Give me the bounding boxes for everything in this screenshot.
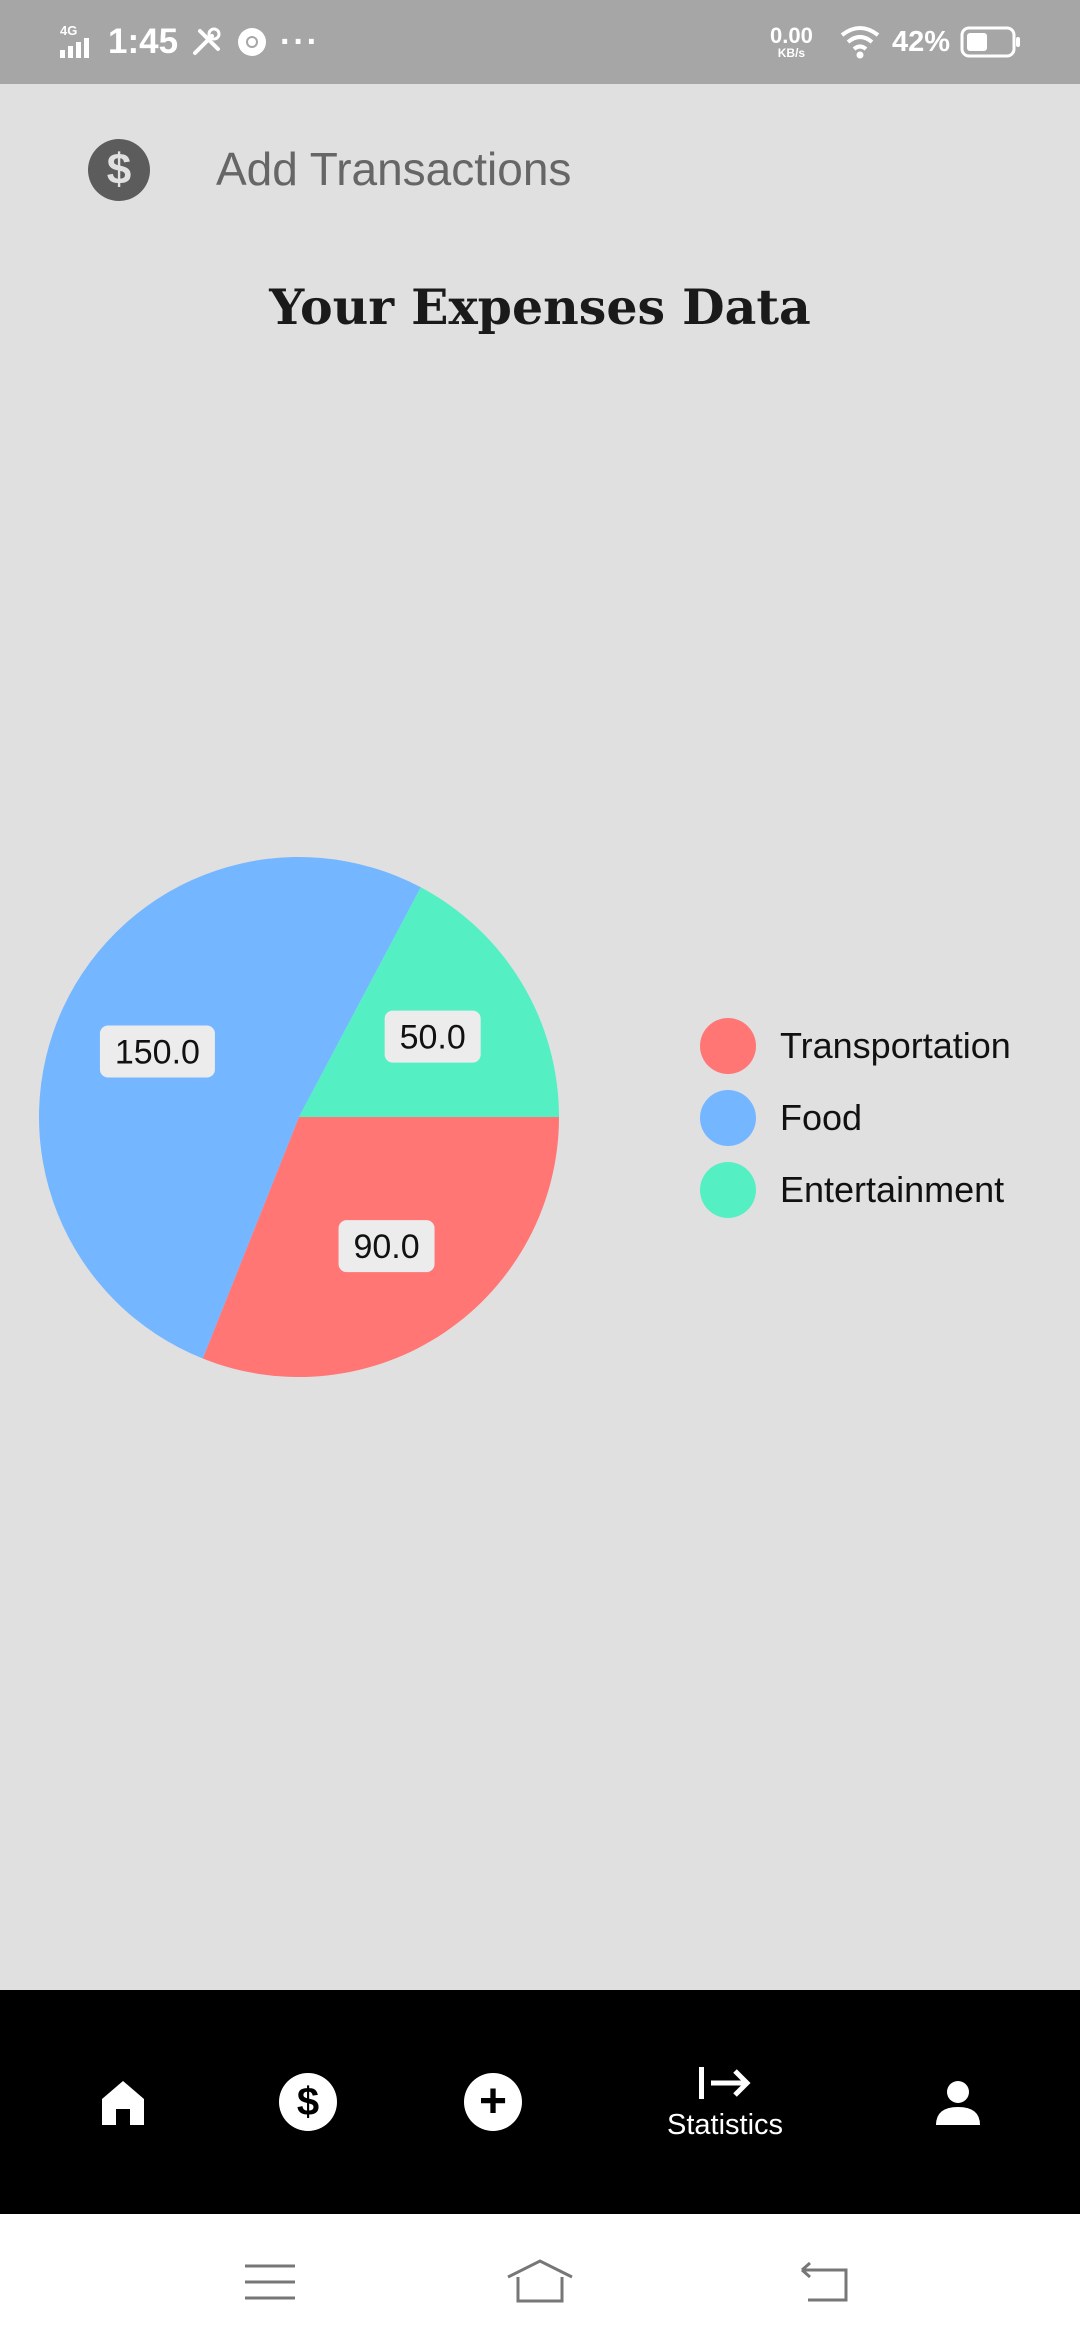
legend-label: Food [780,1097,863,1138]
home-icon [102,2081,144,2125]
home-outline-icon[interactable] [500,2252,580,2312]
legend-label: Entertainment [780,1169,1005,1210]
more-notifications-icon: ··· [280,22,320,61]
legend-item-food: Food [700,1082,1060,1154]
legend-item-transportation: Transportation [700,1010,1060,1082]
status-bar: 4G 1:45 ··· 0.00 KB/s 42% [0,0,1080,84]
arrow-right-bar-icon [699,2066,751,2099]
pie-value-label-entertainment: 50.0 [384,1010,481,1063]
legend-label: Transportation [780,1025,1011,1066]
svg-text:50.0: 50.0 [400,1019,466,1057]
nav-statistics-label: Statistics [666,2108,784,2141]
svg-text:90.0: 90.0 [353,1228,419,1266]
expenses-pie-chart: 90.0 150.0 50.0 [38,856,559,1377]
pie-value-label-transportation: 90.0 [338,1220,435,1273]
speed-value: 0.00 [770,23,813,48]
bottom-navigation: $ + Statistics [0,1990,1080,2214]
dollar-circle-icon[interactable]: $ [88,139,150,201]
legend-swatch [700,1090,756,1146]
dollar-circle-icon: $ [279,2073,337,2131]
pie-slice-entertainment[interactable] [299,887,559,1117]
nav-statistics[interactable]: Statistics [640,1990,810,2214]
nav-profile[interactable] [918,1990,998,2214]
nav-home[interactable] [83,1990,163,2214]
app-bar-title: Add Transactions [216,143,572,195]
legend-item-entertainment: Entertainment [700,1154,1060,1226]
chrome-icon [236,0,268,84]
signal-4g-icon: 4G [58,0,98,84]
person-icon [936,2081,980,2125]
battery-icon [960,0,1022,84]
pie-value-label-food: 150.0 [99,1025,215,1078]
system-navigation [0,2214,1080,2340]
tools-icon [190,0,224,84]
network-speed: 0.00 KB/s [770,0,813,84]
chart-legend: Transportation Food Entertainment [700,1010,1060,1226]
back-icon[interactable] [784,2252,864,2312]
legend-swatch [700,1162,756,1218]
page-title: Your Expenses Data [269,278,811,336]
nav-add[interactable]: + [453,1990,533,2214]
battery-percent: 42% [892,25,951,58]
clock: 1:45 [108,22,179,61]
svg-text:150.0: 150.0 [115,1033,200,1071]
add-circle-icon: + [464,2073,522,2131]
menu-icon[interactable] [230,2252,310,2312]
legend-swatch [700,1018,756,1074]
network-type-label: 4G [60,23,77,38]
app-bar: $ Add Transactions [0,84,1080,254]
speed-unit: KB/s [777,46,806,60]
wifi-icon [840,0,880,84]
pie-slice-food[interactable] [38,856,421,1359]
nav-transactions[interactable]: $ [268,1990,348,2214]
